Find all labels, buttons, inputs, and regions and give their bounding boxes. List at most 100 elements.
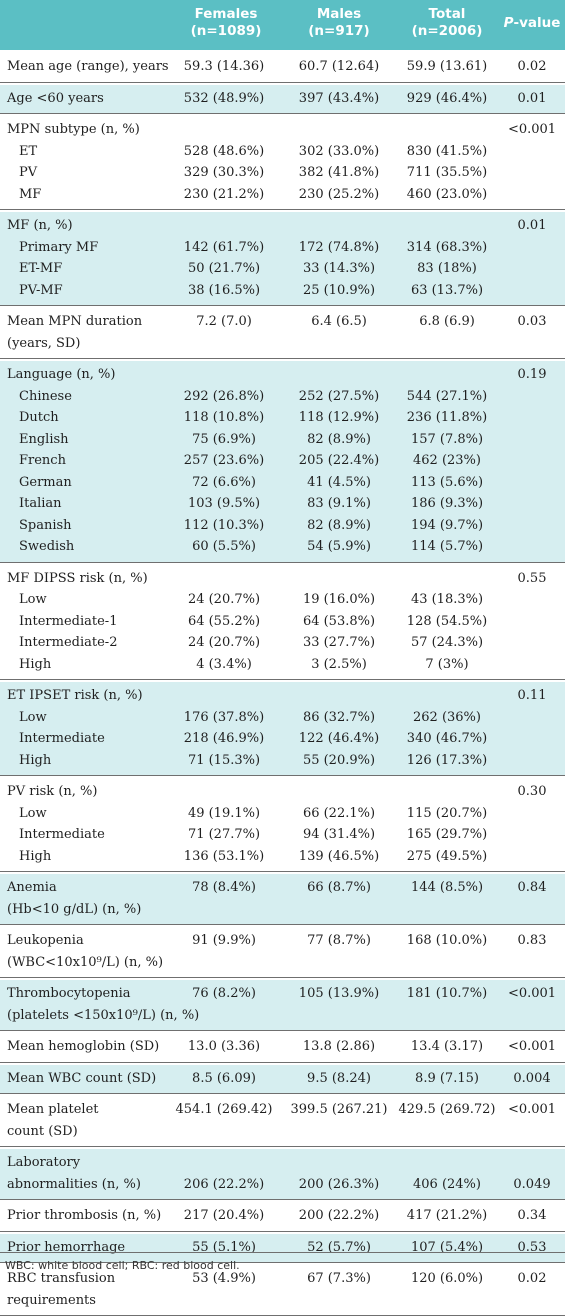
cell-females: 142 (61.7%) [183, 239, 265, 255]
row-label-line: German [19, 474, 72, 490]
cell-females: 76 (8.2%) [192, 986, 256, 1001]
row-label: High [19, 654, 51, 676]
cell-total: 144 (8.5%) [410, 880, 484, 895]
cell-pvalue: 0.02 [517, 1271, 547, 1286]
cell-females: 72 (6.6%) [192, 474, 256, 490]
cell-females: 136 (53.1%) [183, 848, 265, 864]
table-row: Mean WBC count (SD) 8.5 (6.09) 9.5 (8.24) 8… [0, 1068, 565, 1090]
cell-total: 83 (18%) [417, 261, 477, 276]
row-label-line: High [19, 752, 52, 768]
cell-males: 77 (8.7%) [307, 933, 371, 948]
table-row: ET-MF 50 (21.7%) 33 (14.3%) 83 (18%) [0, 258, 565, 280]
row-label-line: MF [19, 186, 42, 202]
footnote: WBC: white blood cell; RBC: red blood ce… [5, 1259, 240, 1272]
row-label-line: abnormalities (n, %) [7, 1176, 141, 1192]
cell-pvalue: 0.34 [517, 1208, 547, 1223]
row-label-line: Laboratory [7, 1155, 81, 1170]
header-pvalue-p: P [503, 15, 514, 31]
table-row: Mean platelet count (SD) 454.1 (269.42) 399… [0, 1099, 565, 1142]
table-row: French 257 (23.6%) 205 (22.4%) 462 (23%) [0, 450, 565, 472]
cell-total: 8.9 (7.15) [415, 1070, 479, 1086]
table-row: Primary MF 142 (61.7%) 172 (74.8%) 314 (68.… [0, 237, 565, 259]
cell-pvalue: 0.11 [517, 688, 547, 703]
table-row: Age <60 years 532 (48.9%) 397 (43.4%) 929 (… [0, 88, 565, 110]
row-label-line: MF DIPSS risk (n, %) [7, 570, 148, 586]
table-row: Dutch 118 (10.8%) 118 (12.9%) 236 (11.8%) [0, 407, 565, 429]
cell-total: 59.9 (13.61) [406, 59, 488, 74]
cell-pvalue: 0.30 [517, 784, 547, 799]
cell-total: 43 (18.3%) [410, 592, 484, 607]
row-label-line: (Hb<10 g/dL) (n, %) [7, 901, 142, 917]
cell-females: 257 (23.6%) [183, 453, 265, 468]
row-label: Mean platelet count (SD) [7, 1099, 98, 1142]
cell-total: 830 (41.5%) [406, 143, 488, 159]
row-label-line: Anemia [7, 880, 57, 895]
cell-pvalue: <0.001 [507, 1102, 557, 1117]
row-group: RBC transfusion requirements 53 (4.9%) 67 (… [0, 1265, 565, 1316]
row-group: Prior thrombosis (n, %) 217 (20.4%) 200 (2… [0, 1202, 565, 1232]
cell-total: 114 (5.7%) [410, 539, 484, 554]
row-label: MF [19, 184, 41, 206]
cell-total: 157 (7.8%) [410, 431, 484, 447]
table-row: Prior hemorrhage 55 (5.1%) 52 (5.7%) 107 (5… [0, 1237, 565, 1259]
cell-females: 24 (20.7%) [187, 592, 261, 607]
row-label: Prior hemorrhage [7, 1237, 125, 1259]
cell-females: 91 (9.9%) [192, 933, 256, 948]
cell-females: 292 (26.8%) [183, 388, 265, 404]
cell-pvalue: 0.84 [517, 880, 547, 895]
row-group: Prior hemorrhage 55 (5.1%) 52 (5.7%) 107 (5… [0, 1233, 565, 1263]
table-row: English 75 (6.9%) 82 (8.9%) 157 (7.8%) [0, 429, 565, 451]
row-label-line: ET [19, 143, 38, 159]
row-label-line: Prior hemorrhage [7, 1239, 126, 1255]
cell-total: 462 (23%) [413, 453, 481, 468]
row-label: Chinese [19, 386, 72, 408]
row-label: MF (n, %) [7, 215, 73, 237]
table-row: Italian 103 (9.5%) 83 (9.1%) 186 (9.3%) [0, 493, 565, 515]
cell-total: 13.4 (3.17) [410, 1039, 484, 1054]
row-group: MPN subtype (n, %) <0.001 ET 528 (48.6%) 302… [0, 116, 565, 210]
table-row: ET IPSET risk (n, %) 0.11 [0, 685, 565, 707]
cell-females: 118 (10.8%) [183, 410, 265, 425]
cell-total: 57 (24.3%) [410, 635, 484, 650]
header-females: Females (n=1089) [165, 6, 287, 40]
cell-total: 460 (23.0%) [406, 186, 488, 202]
table-row: PV 329 (30.3%) 382 (41.8%) 711 (35.5%) [0, 162, 565, 184]
cell-total: 544 (27.1%) [406, 388, 488, 404]
row-label-line: Intermediate [19, 827, 105, 842]
cell-total: 181 (10.7%) [406, 986, 488, 1001]
row-label: High [19, 846, 51, 868]
cell-females: 78 (8.4%) [192, 880, 256, 895]
header-males: Males (n=917) [287, 6, 391, 40]
row-label: Primary MF [19, 237, 98, 259]
row-label: Italian [19, 493, 62, 515]
row-label: ET IPSET risk (n, %) [7, 685, 143, 707]
cell-total: 417 (21.2%) [406, 1208, 488, 1223]
cell-total: 194 (9.7%) [410, 517, 484, 533]
cell-pvalue: 0.049 [513, 1176, 551, 1192]
row-group: MF DIPSS risk (n, %) 0.55 Low 24 (20.7%) 19 … [0, 565, 565, 680]
cell-females: 329 (30.3%) [183, 165, 265, 180]
cell-males: 399.5 (267.21) [290, 1102, 388, 1117]
row-label-line: ET IPSET risk (n, %) [7, 688, 143, 703]
cell-males: 397 (43.4%) [298, 90, 380, 106]
cell-males: 205 (22.4%) [298, 453, 380, 468]
row-label-line: Leukopenia [7, 933, 84, 948]
row-group: PV risk (n, %) 0.30 Low 49 (19.1%) 66 (22.1%… [0, 778, 565, 872]
cell-total: 186 (9.3%) [410, 496, 484, 511]
cell-females: 7.2 (7.0) [196, 314, 252, 329]
row-label: Prior thrombosis (n, %) [7, 1205, 161, 1227]
table-row: RBC transfusion requirements 53 (4.9%) 67 (… [0, 1268, 565, 1311]
cell-males: 3 (2.5%) [311, 656, 367, 672]
table-row: Intermediate 71 (27.7%) 94 (31.4%) 165 (29.… [0, 824, 565, 846]
cell-pvalue: 0.01 [517, 218, 547, 233]
row-group: Mean MPN duration (years, SD) 7.2 (7.0) 6.4… [0, 308, 565, 359]
cell-females: 532 (48.9%) [183, 90, 265, 106]
table-row: Low 176 (37.8%) 86 (32.7%) 262 (36%) [0, 707, 565, 729]
row-label: Language (n, %) [7, 364, 115, 386]
table-row: Leukopenia (WBC<10x10⁹/L) (n, %) 91 (9.9%)… [0, 930, 565, 973]
row-label: Mean age (range), years [7, 56, 169, 78]
table-row: Intermediate-1 64 (55.2%) 64 (53.8%) 128 (5… [0, 611, 565, 633]
cell-males: 139 (46.5%) [298, 848, 380, 864]
row-label-line: (WBC<10x10⁹/L) (n, %) [7, 954, 164, 970]
row-group: Mean hemoglobin (SD) 13.0 (3.36) 13.8 (2.8… [0, 1033, 565, 1063]
